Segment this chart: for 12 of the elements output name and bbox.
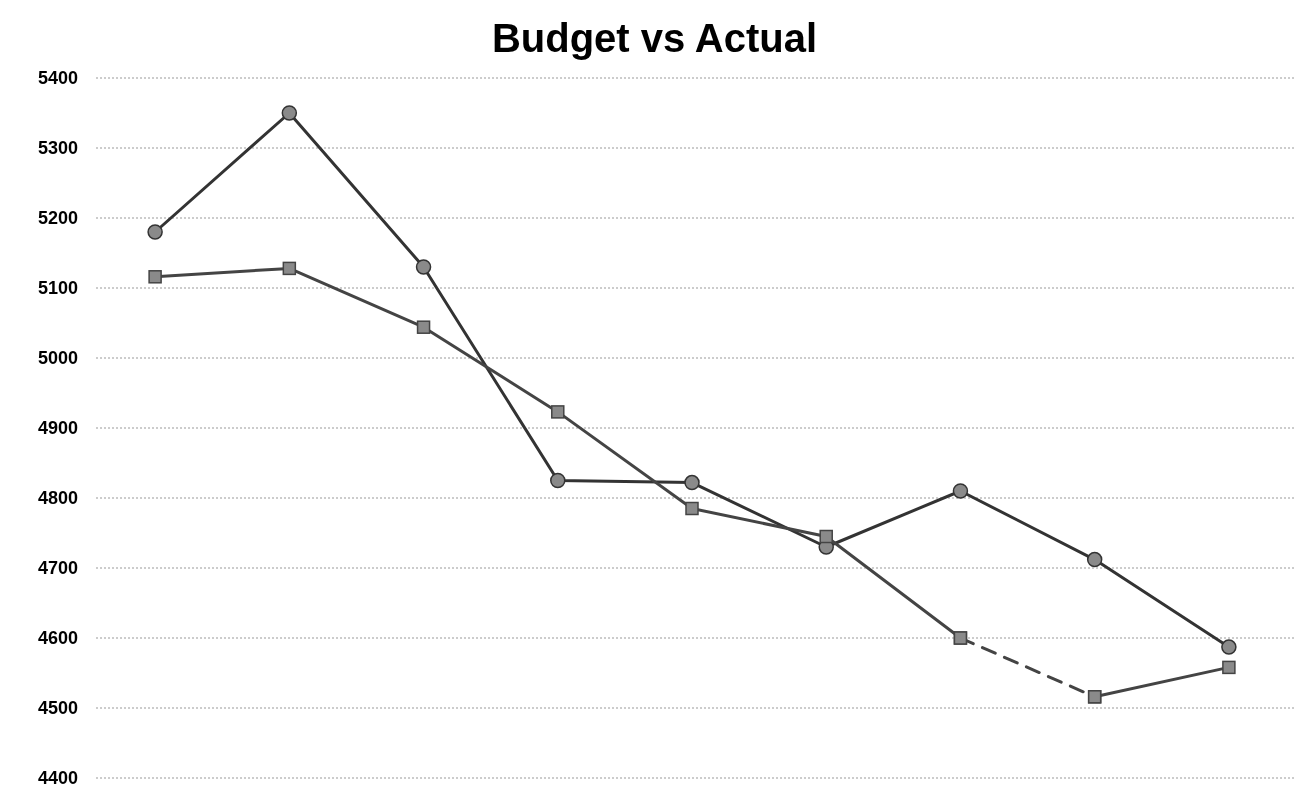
y-tick-label: 5100 <box>37 278 78 299</box>
y-tick-label: 5400 <box>37 68 78 89</box>
chart-title: Budget vs Actual <box>491 16 818 60</box>
y-tick-label: 5000 <box>37 348 78 369</box>
y-tick-label: 4500 <box>37 698 78 719</box>
y-tick-label: 4600 <box>37 628 78 649</box>
y-tick-label: 4800 <box>37 488 78 509</box>
y-tick-label: 4400 <box>37 768 78 789</box>
y-tick-label: 5200 <box>37 208 78 229</box>
y-tick-label: 5300 <box>37 138 78 159</box>
y-tick-label: 4700 <box>37 558 78 579</box>
y-tick-label: 4900 <box>37 418 78 439</box>
